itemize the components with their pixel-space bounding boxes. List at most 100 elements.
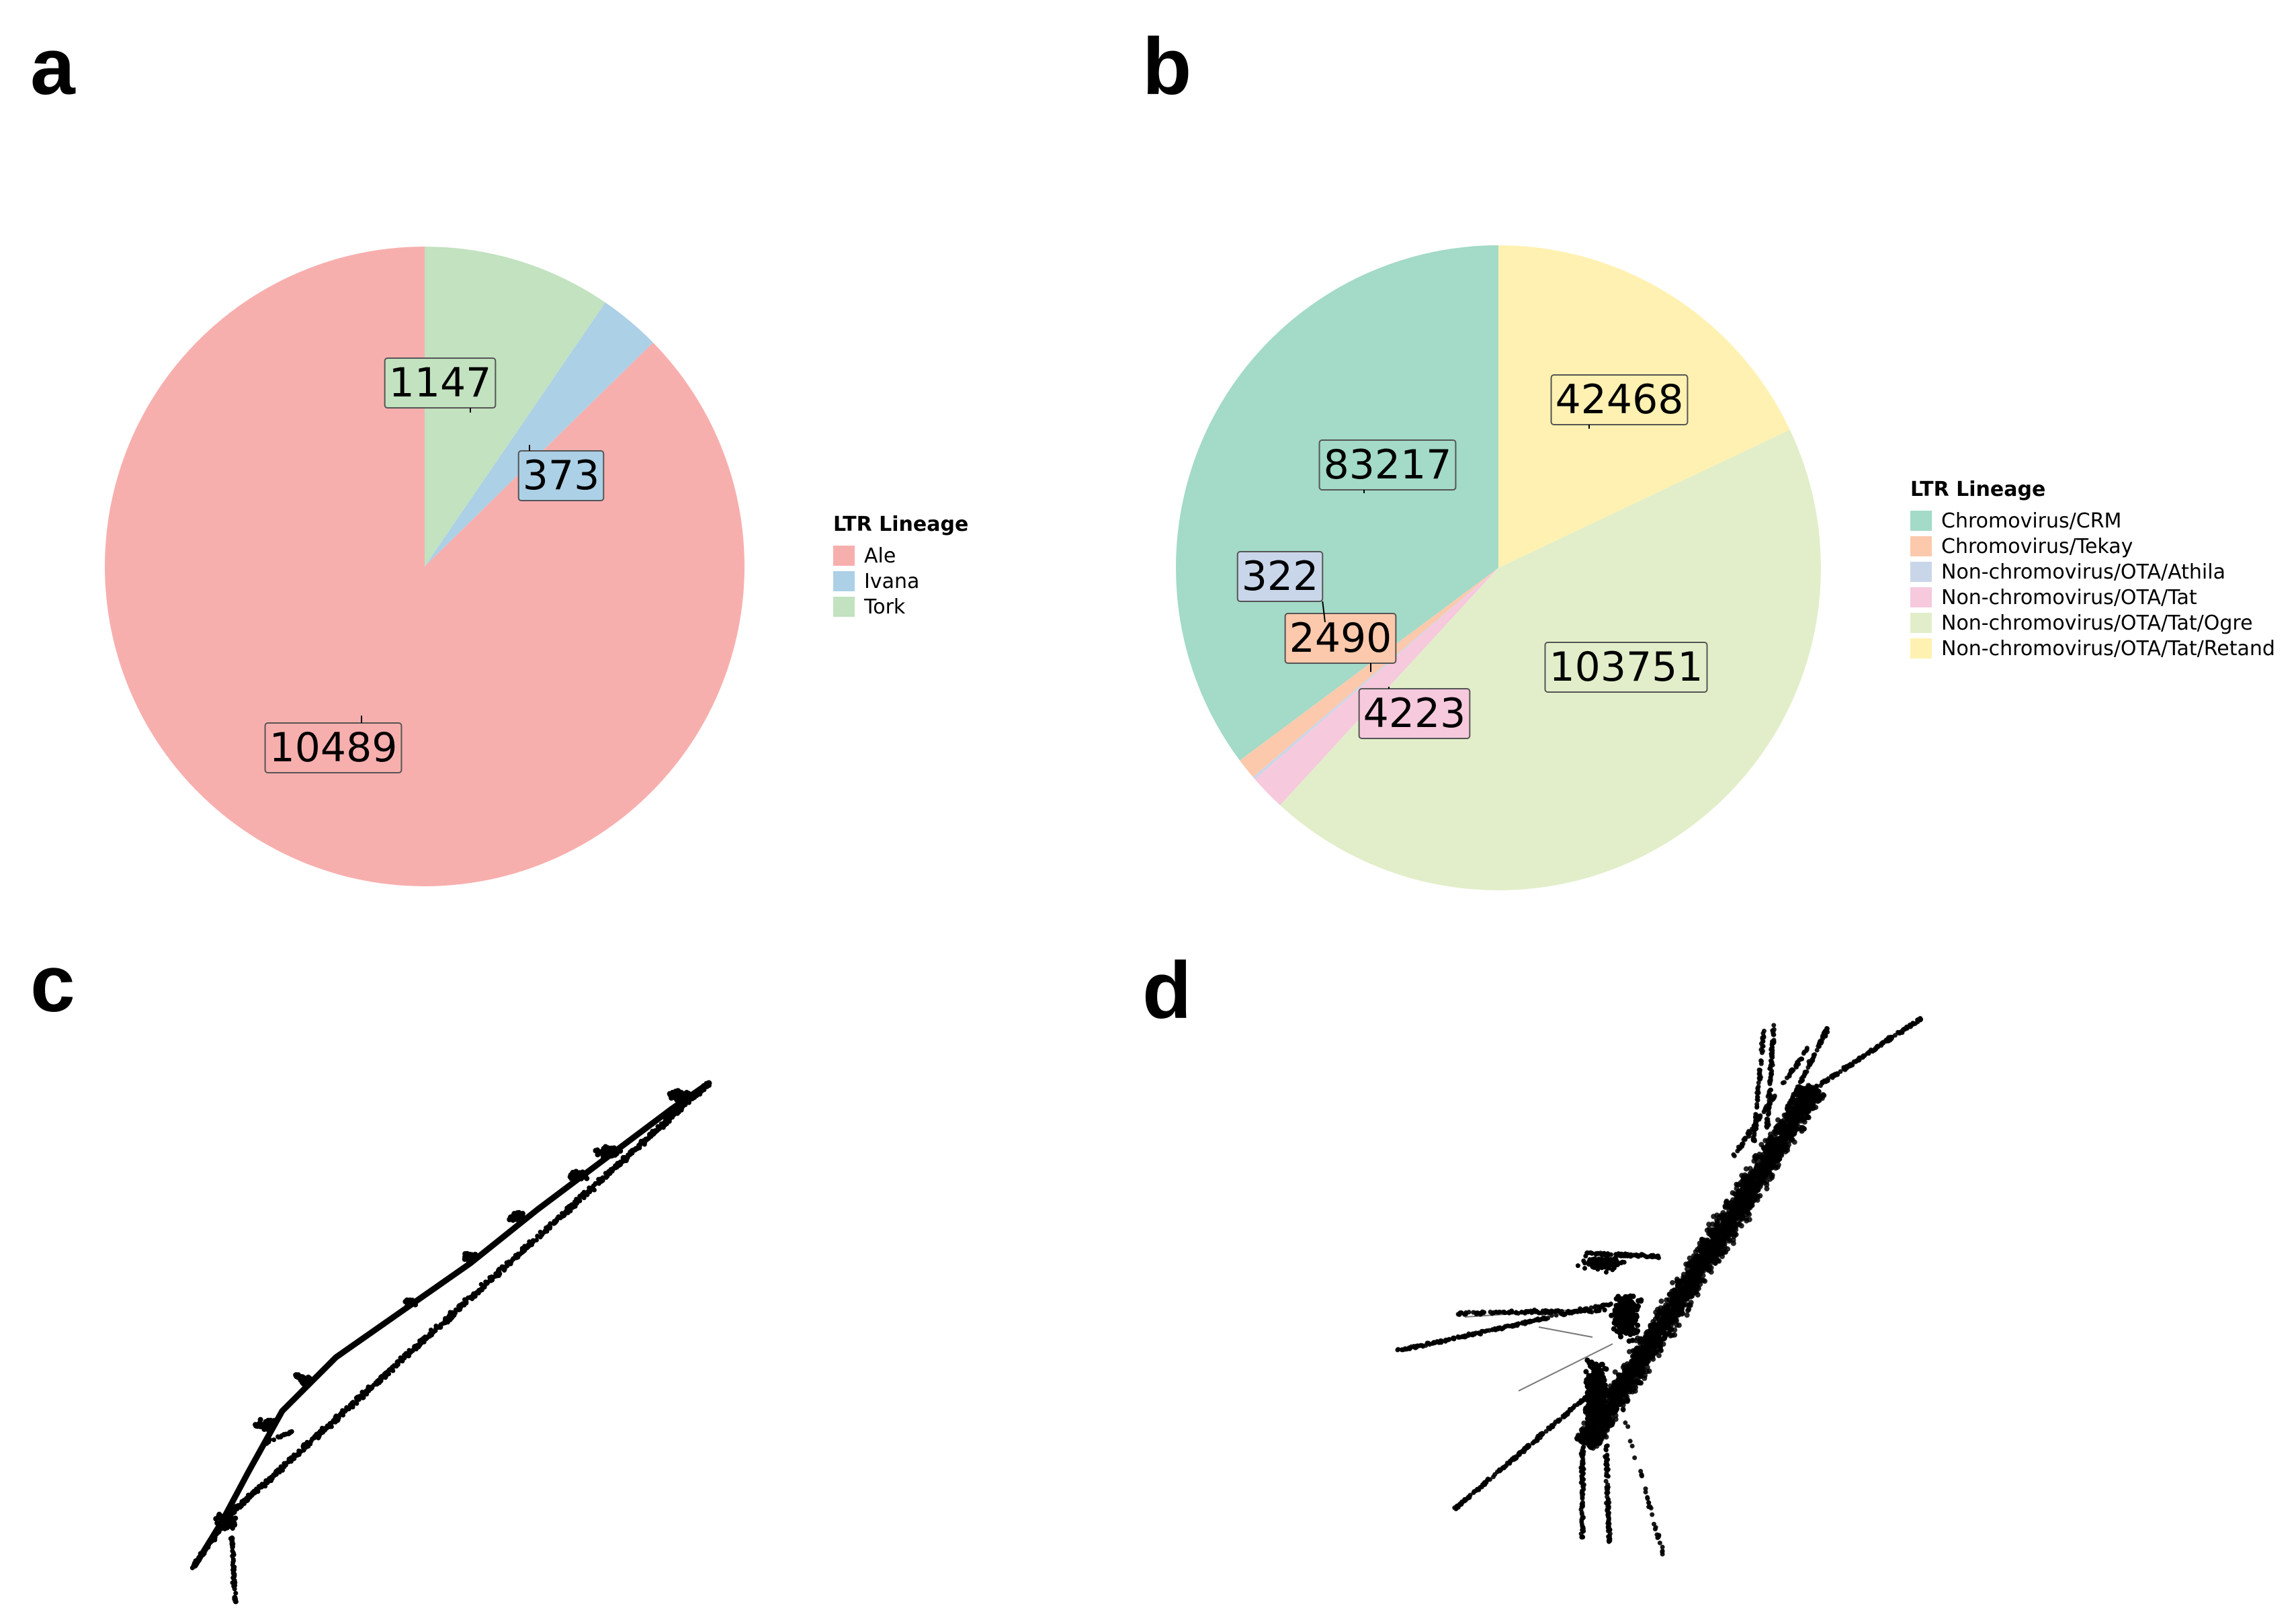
network-node bbox=[282, 1461, 287, 1466]
slice-label-non-chromovirus-ota-tat-ogre: 103751 bbox=[1544, 642, 1708, 693]
network-node bbox=[615, 1160, 620, 1166]
network-node bbox=[1668, 1326, 1674, 1332]
network-node bbox=[1810, 1104, 1816, 1110]
network-branch bbox=[221, 1519, 226, 1524]
network-node bbox=[232, 1505, 238, 1511]
slice-value-label: 1147 bbox=[389, 359, 492, 407]
network-node bbox=[1713, 1242, 1719, 1248]
network-node bbox=[354, 1401, 359, 1406]
network-node bbox=[663, 1122, 668, 1128]
network-node bbox=[538, 1230, 543, 1235]
network-node bbox=[1735, 1203, 1741, 1209]
network-node bbox=[556, 1215, 562, 1220]
network-node bbox=[1693, 1248, 1699, 1254]
network-node bbox=[1747, 1189, 1753, 1195]
slice-label-box bbox=[1358, 688, 1471, 739]
network-node bbox=[1670, 1295, 1676, 1302]
network-node bbox=[1624, 1398, 1630, 1404]
network-node bbox=[1653, 1310, 1659, 1316]
network-plot-c bbox=[189, 1080, 712, 1605]
pie-a-slices bbox=[105, 247, 745, 886]
network-node bbox=[565, 1207, 570, 1212]
network-node bbox=[1669, 1319, 1675, 1325]
network-node bbox=[583, 1191, 589, 1196]
network-node bbox=[446, 1314, 452, 1319]
network-node bbox=[1748, 1200, 1754, 1206]
network-cluster bbox=[667, 1091, 673, 1097]
network-node bbox=[1676, 1299, 1682, 1305]
network-node bbox=[1755, 1168, 1761, 1174]
network-node bbox=[489, 1277, 495, 1283]
network-node bbox=[1678, 1308, 1685, 1314]
network-node bbox=[613, 1165, 618, 1171]
network-cluster bbox=[273, 1418, 280, 1424]
slice-label-box bbox=[384, 357, 497, 409]
network-node bbox=[478, 1287, 484, 1292]
network-node bbox=[1656, 1336, 1662, 1342]
network-node bbox=[1644, 1339, 1650, 1345]
network-branch bbox=[230, 1525, 235, 1530]
network-node bbox=[1707, 1260, 1713, 1266]
network-node bbox=[333, 1413, 339, 1418]
network-node bbox=[1707, 1255, 1713, 1261]
network-cluster bbox=[571, 1173, 577, 1179]
network-node bbox=[535, 1233, 540, 1238]
legend-title: LTR Lineage bbox=[1910, 478, 2045, 501]
network-node bbox=[1741, 1207, 1747, 1214]
network-node bbox=[600, 1178, 605, 1183]
network-node bbox=[394, 1361, 400, 1366]
network-node bbox=[1747, 1205, 1753, 1211]
legend-label-chromovirus-crm: Chromovirus/CRM bbox=[1941, 509, 2121, 533]
network-node bbox=[1791, 1139, 1797, 1145]
network-node bbox=[1780, 1138, 1786, 1144]
network-cluster bbox=[1603, 1366, 1609, 1372]
slice-value-label: 373 bbox=[523, 452, 600, 499]
network-node bbox=[286, 1459, 291, 1464]
network-node bbox=[697, 1091, 702, 1096]
panel-letter-c: c bbox=[30, 939, 75, 1029]
network-cluster bbox=[1599, 1392, 1605, 1398]
network-node bbox=[1779, 1152, 1785, 1158]
network-node bbox=[1658, 1328, 1664, 1334]
network-node bbox=[591, 1187, 597, 1193]
network-node bbox=[288, 1455, 294, 1460]
network-node bbox=[1658, 1298, 1664, 1304]
pie-b-legend: LTR LineageChromovirus/CRMChromovirus/Te… bbox=[1910, 478, 2275, 661]
slice-value-label: 2490 bbox=[1289, 615, 1392, 662]
network-node bbox=[253, 1486, 259, 1492]
network-branch bbox=[233, 1590, 239, 1596]
network-node bbox=[402, 1353, 408, 1358]
network-node bbox=[1794, 1126, 1800, 1132]
network-cluster bbox=[1585, 1422, 1591, 1428]
legend-swatch-non-chromovirus-ota-tat-ogre bbox=[1910, 613, 1932, 633]
network-node bbox=[464, 1299, 469, 1304]
network-node bbox=[560, 1211, 565, 1216]
legend-label-non-chromovirus-ota-tat: Non-chromovirus/OTA/Tat bbox=[1941, 586, 2197, 609]
network-node bbox=[438, 1322, 443, 1327]
network-node bbox=[1687, 1302, 1693, 1308]
network-node bbox=[1775, 1117, 1781, 1123]
slice-label-box bbox=[1544, 642, 1708, 693]
network-node bbox=[1721, 1238, 1728, 1244]
network-branch bbox=[232, 1572, 237, 1578]
network-node bbox=[1726, 1231, 1732, 1237]
network-node bbox=[1665, 1306, 1671, 1312]
network-node bbox=[409, 1348, 415, 1353]
panel-letter-a: a bbox=[30, 22, 76, 112]
network-cluster bbox=[593, 1148, 599, 1154]
network-node bbox=[1696, 1275, 1702, 1281]
network-cluster bbox=[1588, 1363, 1594, 1369]
network-node bbox=[1769, 1173, 1775, 1179]
network-node bbox=[1674, 1322, 1680, 1328]
network-node bbox=[565, 1210, 570, 1216]
network-node bbox=[1670, 1279, 1676, 1285]
network-node bbox=[1644, 1329, 1650, 1335]
network-cluster bbox=[595, 1152, 601, 1158]
network-node bbox=[1802, 1086, 1808, 1092]
network-node bbox=[1730, 1237, 1736, 1243]
network-node bbox=[1805, 1108, 1812, 1114]
network-cluster bbox=[405, 1301, 411, 1307]
network-node bbox=[306, 1443, 311, 1448]
network-node bbox=[380, 1375, 386, 1380]
